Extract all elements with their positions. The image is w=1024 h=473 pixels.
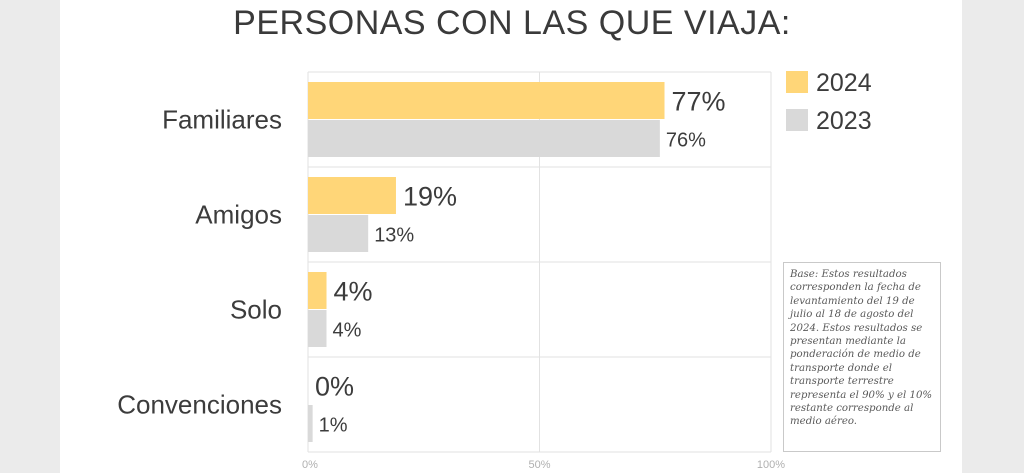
category-label: Convenciones xyxy=(117,390,282,420)
x-tick-label: 100% xyxy=(757,459,785,471)
value-label: 1% xyxy=(319,415,348,437)
value-label: 0% xyxy=(315,372,354,402)
legend-swatch-2024 xyxy=(786,71,808,93)
value-label: 19% xyxy=(403,182,457,212)
legend-swatch-2023 xyxy=(786,109,808,131)
x-tick-label: 0% xyxy=(302,459,318,471)
category-label: Amigos xyxy=(195,200,282,230)
bar-2024 xyxy=(308,272,327,309)
value-label: 77% xyxy=(672,87,726,117)
bar-2023 xyxy=(308,120,660,157)
value-label: 13% xyxy=(374,225,414,247)
bar-2023 xyxy=(308,405,313,442)
category-label: Solo xyxy=(230,295,282,325)
base-note: Base: Estos resultados corresponden la f… xyxy=(783,262,941,452)
bar-2023 xyxy=(308,215,369,252)
category-label: Familiares xyxy=(162,105,282,135)
bar-2023 xyxy=(308,310,327,347)
bar-2024 xyxy=(308,177,396,214)
legend-label: 2023 xyxy=(816,107,872,135)
value-label: 76% xyxy=(666,130,706,152)
bar-2024 xyxy=(308,82,665,119)
chart-title: PERSONAS CON LAS QUE VIAJA: xyxy=(233,4,791,42)
value-label: 4% xyxy=(333,320,362,342)
x-tick-label: 50% xyxy=(528,459,550,471)
legend-label: 2024 xyxy=(816,69,872,97)
value-label: 4% xyxy=(334,277,373,307)
